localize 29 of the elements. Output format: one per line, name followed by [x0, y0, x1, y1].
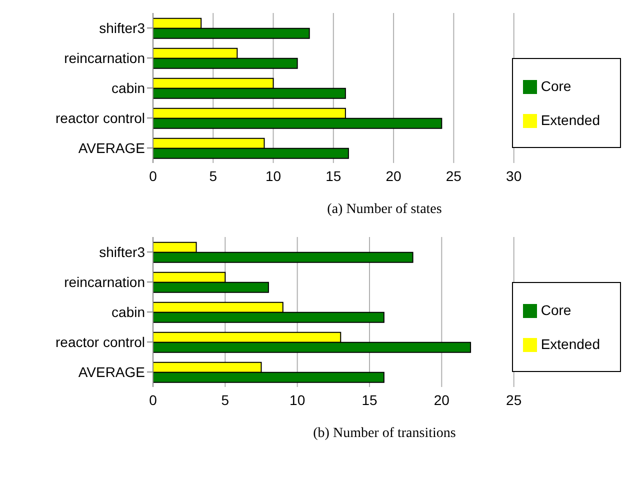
x-tick-label: 10: [290, 392, 306, 408]
legend-label: Core: [540, 78, 572, 94]
y-tick-label: shifter3: [99, 244, 146, 260]
x-tick-label: 20: [386, 168, 402, 184]
text: (b) Number of transitions: [312, 426, 457, 442]
y-tick-label: reincarnation: [64, 274, 145, 290]
x-tick-label: 0: [149, 168, 158, 184]
x-tick-label: 5: [209, 168, 218, 184]
y-tick-label: reactor control: [56, 334, 145, 350]
y-tick-label: cabin: [112, 304, 145, 320]
y-tick-label: shifter3: [99, 20, 146, 36]
y-tick-label: reactor control: [56, 110, 145, 126]
y-tick-label: AVERAGE: [78, 364, 145, 380]
y-tick-label: reincarnation: [64, 50, 145, 66]
x-tick-label: 5: [221, 392, 230, 408]
x-tick-label: 25: [506, 392, 522, 408]
x-tick-label: 30: [506, 168, 522, 184]
x-tick-label: 15: [362, 392, 378, 408]
x-tick-label: 10: [265, 168, 282, 184]
legend-label: Extended: [540, 336, 600, 352]
x-tick-label: 0: [149, 392, 158, 408]
legend-label: Extended: [540, 112, 600, 128]
y-tick-label: cabin: [112, 80, 145, 96]
legend-label: Core: [540, 302, 572, 318]
x-tick-label: 20: [434, 392, 450, 408]
x-tick-label: 15: [326, 168, 342, 184]
text: (a) Number of states: [326, 202, 443, 218]
x-tick-label: 25: [446, 168, 462, 184]
y-tick-label: AVERAGE: [78, 140, 145, 156]
